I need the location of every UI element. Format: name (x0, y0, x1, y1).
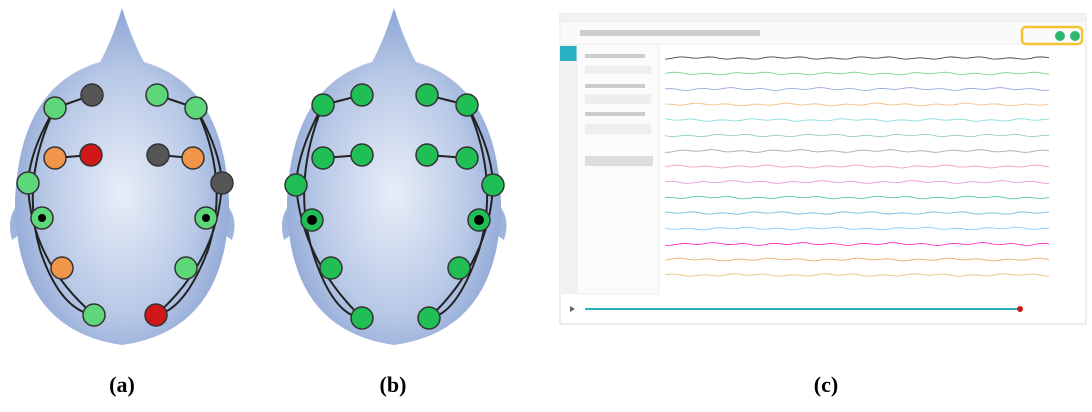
panel-button (585, 156, 653, 166)
panel-text (585, 112, 645, 116)
eeg-trace (664, 164, 1050, 169)
eeg-trace (664, 71, 1050, 76)
toolbar (559, 21, 1087, 45)
app-screenshot (559, 13, 1087, 325)
eeg-trace (665, 149, 1050, 153)
eeg-trace (664, 56, 1050, 60)
panel-input (585, 66, 651, 74)
eeg-trace (664, 226, 1050, 231)
eeg-trace (664, 102, 1050, 107)
caption: (c) (814, 372, 838, 397)
eeg-trace (664, 180, 1050, 184)
head-a (9, 8, 235, 345)
eeg-trace (664, 133, 1050, 138)
sidebar (560, 44, 577, 294)
head-shape (287, 8, 501, 345)
eeg-traces (664, 56, 1050, 277)
eeg-trace (664, 118, 1050, 122)
settings-panel (576, 43, 660, 295)
caption: (b) (380, 372, 407, 397)
eeg-trace (664, 211, 1050, 215)
eeg-trace (664, 257, 1050, 262)
panel-input (585, 94, 651, 104)
play-button (570, 306, 575, 312)
highlight-box (1020, 25, 1084, 46)
panel-input (585, 124, 651, 134)
toolbar-icon (1055, 31, 1065, 41)
toolbar-text (580, 30, 760, 36)
head-b (281, 8, 507, 345)
eeg-trace (664, 242, 1050, 246)
eeg-trace (664, 87, 1050, 91)
eeg-trace (664, 273, 1050, 277)
toolbar-icon (1070, 31, 1080, 41)
title-bar (560, 14, 1086, 22)
electrodes (284, 83, 505, 330)
panel-text (585, 54, 645, 58)
caption: (a) (109, 372, 135, 397)
eeg-trace (664, 195, 1050, 200)
head-shape (15, 8, 229, 345)
timeline-handle (1017, 306, 1023, 312)
electrodes (16, 83, 234, 327)
panel-text (585, 84, 645, 88)
sidebar-active (560, 46, 577, 61)
